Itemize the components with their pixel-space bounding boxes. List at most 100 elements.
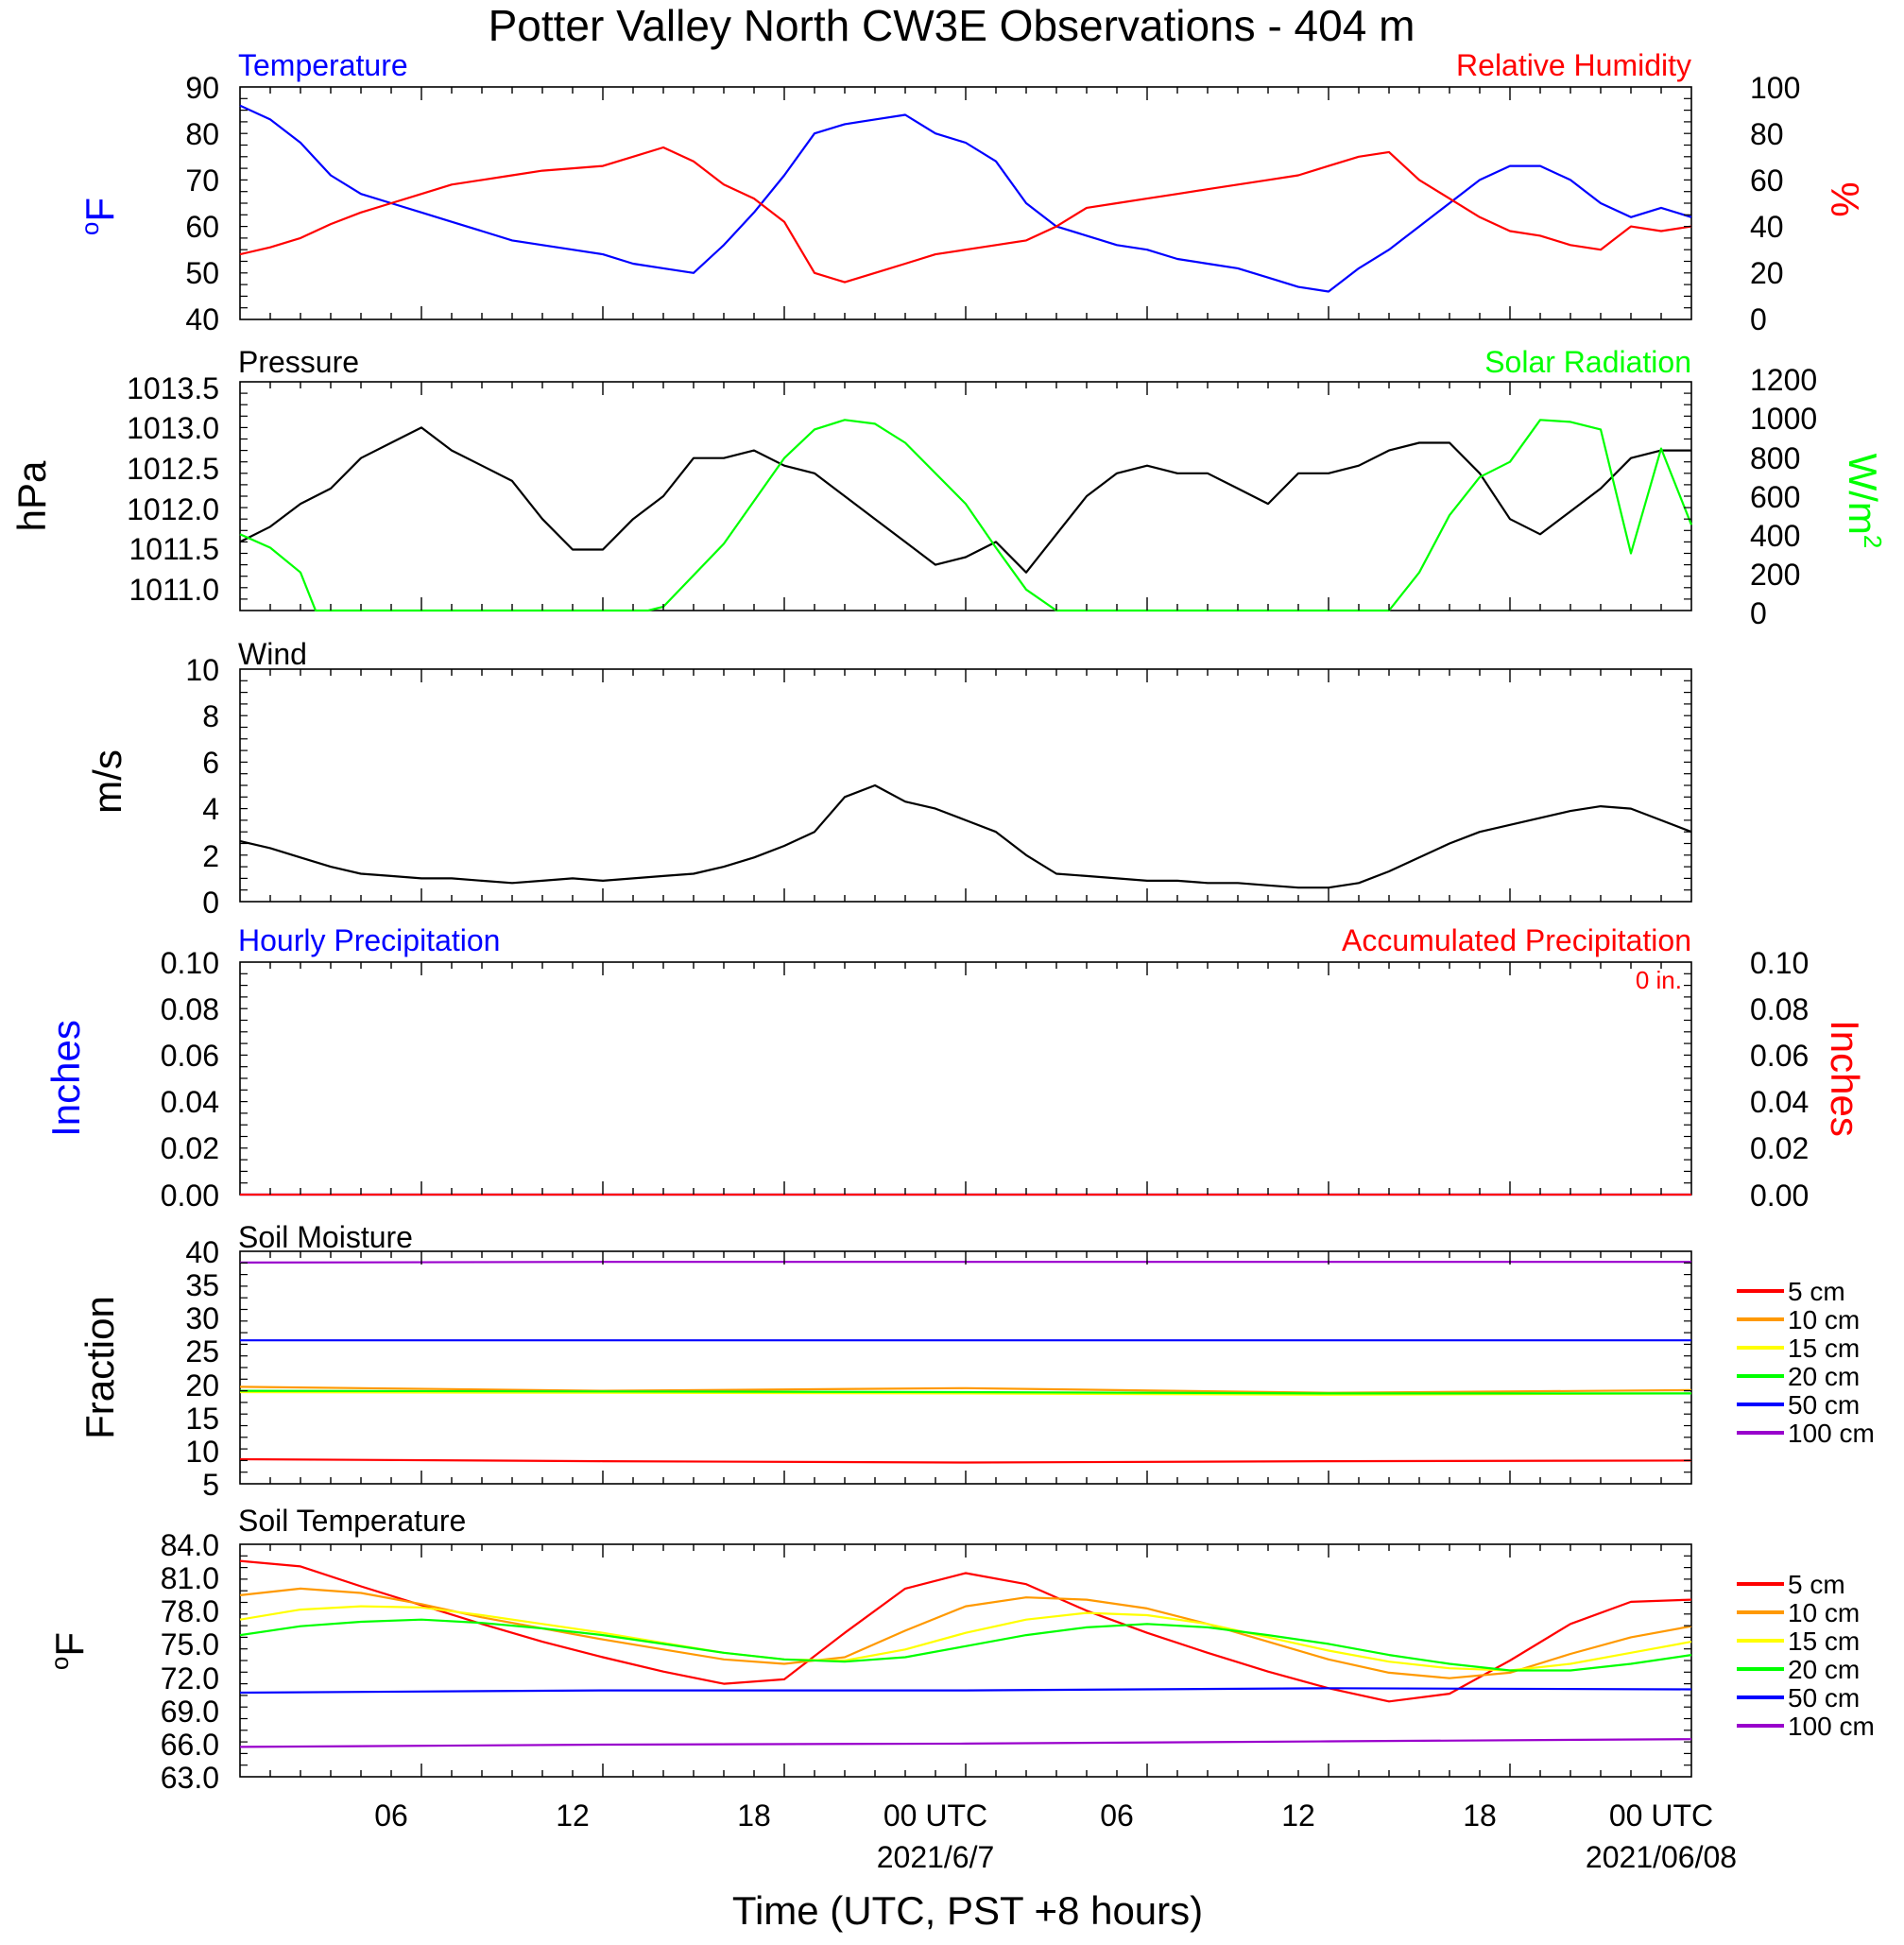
temp-ytick-label: 90 [185, 71, 219, 105]
soil-temp-series [239, 1559, 1692, 1748]
series-line-10-cm [239, 1587, 1692, 1679]
accum-precip-title: Accumulated Precipitation [1342, 923, 1691, 957]
soil-moisture-ytick-label: 25 [185, 1334, 219, 1368]
pressure-ytick-label: 1013.5 [127, 371, 219, 405]
humidity-units-label: % [1823, 181, 1867, 216]
series-line-5-cm [239, 1559, 1692, 1703]
solar-ytick-label: 600 [1750, 480, 1800, 514]
temp-y-left-axis: 90 80 70 60 50 40 [185, 71, 219, 336]
svg-text:oF: oF [76, 198, 122, 235]
precip-right-ytick-label: 0.06 [1750, 1039, 1809, 1073]
rh-ytick-label: 100 [1750, 71, 1800, 105]
precip-left-units-label: Inches [43, 1020, 88, 1137]
precip-y-left-axis: 0.10 0.08 0.06 0.04 0.02 0.00 [161, 946, 219, 1213]
temp-ytick-label: 80 [185, 117, 219, 151]
series-line-100-cm [239, 1738, 1692, 1748]
soil-temp-ytick-label: 78.0 [161, 1594, 219, 1628]
solar-y-right-axis: 1200 1000 800 600 400 200 0 [1750, 363, 1817, 630]
panel-precipitation: Hourly Precipitation Accumulated Precipi… [43, 923, 1867, 1213]
precip-ytick-label: 0.00 [161, 1179, 219, 1213]
xtick-label: 00 UTC [1609, 1799, 1713, 1833]
date-label: 2021/06/08 [1586, 1840, 1737, 1874]
precip-ytick-label: 0.02 [161, 1131, 219, 1165]
pressure-ytick-label: 1011.5 [129, 532, 220, 566]
x-axis-title: Time (UTC, PST +8 hours) [732, 1888, 1203, 1933]
x-axis: 06 12 18 00 UTC 06 12 18 00 UTC 2021/6/7… [374, 1799, 1737, 1933]
legend-label: 100 cm [1788, 1419, 1875, 1448]
soil-temp-units-label: oF [45, 1632, 92, 1670]
solar-ytick-label: 200 [1750, 558, 1800, 592]
wind-frame [239, 668, 1692, 903]
soil-temp-ticks [240, 1544, 1691, 1777]
temperature-title: Temperature [238, 48, 408, 82]
xtick-label: 06 [374, 1799, 408, 1833]
precip-right-ytick-label: 0.04 [1750, 1085, 1809, 1119]
solar-ytick-label: 0 [1750, 596, 1767, 630]
soil-temp-ytick-label: 69.0 [161, 1695, 219, 1729]
panel-temperature-humidity: Temperature Relative Humidity oF % 90 80… [76, 48, 1867, 336]
panel-wind: Wind m/s 10 8 6 4 2 0 [85, 637, 1692, 920]
precip-ytick-label: 0.08 [161, 992, 219, 1026]
solar-ytick-label: 1000 [1750, 402, 1817, 436]
solar-units-label: W/m2 [1841, 454, 1887, 549]
temp-ytick-label: 50 [185, 256, 219, 290]
pressure-ytick-label: 1012.5 [127, 452, 219, 486]
legend-label: 20 cm [1788, 1655, 1860, 1684]
series-line-15-cm [239, 1605, 1692, 1672]
temp-rh-ticks [240, 87, 1691, 319]
series-line-wind-speed [239, 783, 1692, 889]
series-line-20-cm [239, 1618, 1692, 1672]
soil-moisture-y-axis: 40 35 30 25 20 15 10 5 [185, 1235, 219, 1502]
soil-moisture-ytick-label: 10 [185, 1435, 219, 1469]
precip-frame [239, 961, 1692, 1196]
panel-soil-temperature: Soil Temperature oF 84.0 81.0 78.0 75.0 … [45, 1504, 1875, 1795]
pressure-ytick-label: 1013.0 [127, 411, 219, 445]
soil-temp-ytick-label: 72.0 [161, 1661, 219, 1695]
temperature-humidity-frame [239, 86, 1692, 320]
soil-temp-ytick-label: 84.0 [161, 1528, 219, 1562]
legend-label: 20 cm [1788, 1362, 1860, 1391]
rh-ytick-label: 20 [1750, 256, 1784, 290]
wind-ticks [240, 669, 1691, 902]
svg-text:oF: oF [45, 1632, 92, 1670]
legend-label: 15 cm [1788, 1627, 1860, 1656]
rh-ytick-label: 40 [1750, 210, 1784, 244]
precip-right-ytick-label: 0.00 [1750, 1179, 1809, 1213]
precip-right-ytick-label: 0.02 [1750, 1131, 1809, 1165]
precip-ytick-label: 0.10 [161, 946, 219, 980]
series-line-50-cm [239, 1687, 1692, 1695]
soil-moisture-ytick-label: 35 [185, 1268, 219, 1302]
xtick-label: 18 [737, 1799, 771, 1833]
rh-ytick-label: 0 [1750, 302, 1767, 336]
precip-right-units-label: Inches [1823, 1020, 1867, 1137]
accum-precip-total: 0 in. [1636, 966, 1682, 994]
solar-title: Solar Radiation [1484, 345, 1691, 379]
wind-series [239, 783, 1692, 889]
temperature-units-label: oF [76, 198, 122, 235]
series-line-5-cm [239, 1457, 1692, 1464]
soil-moisture-ytick-label: 30 [185, 1301, 219, 1335]
panel-soil-moisture: Soil Moisture Fraction 40 35 30 25 20 15… [77, 1220, 1875, 1502]
pressure-y-left-axis: 1013.5 1013.0 1012.5 1012.0 1011.5 1011.… [127, 371, 219, 607]
wind-ytick-label: 6 [202, 746, 219, 780]
legend-label: 50 cm [1788, 1683, 1860, 1713]
soil-moisture-ticks [240, 1251, 1691, 1484]
pressure-ytick-label: 1012.0 [127, 492, 219, 526]
series-line-pressure [239, 426, 1691, 574]
temp-ytick-label: 60 [185, 210, 219, 244]
soil-temp-y-axis: 84.0 81.0 78.0 75.0 72.0 69.0 66.0 63.0 [161, 1528, 219, 1795]
precip-ticks [240, 962, 1691, 1195]
date-label: 2021/6/7 [877, 1840, 995, 1874]
legend-label: 100 cm [1788, 1712, 1875, 1741]
pressure-solar-series [239, 419, 1693, 612]
legend-label: 10 cm [1788, 1305, 1860, 1334]
wind-title: Wind [238, 637, 307, 671]
panel-pressure-solar: Pressure Solar Radiation hPa W/m2 1013.5… [9, 345, 1887, 630]
temp-rh-series [239, 104, 1692, 293]
solar-ytick-label: 400 [1750, 519, 1800, 553]
temp-ytick-label: 40 [185, 302, 219, 336]
xtick-label: 00 UTC [883, 1799, 987, 1833]
